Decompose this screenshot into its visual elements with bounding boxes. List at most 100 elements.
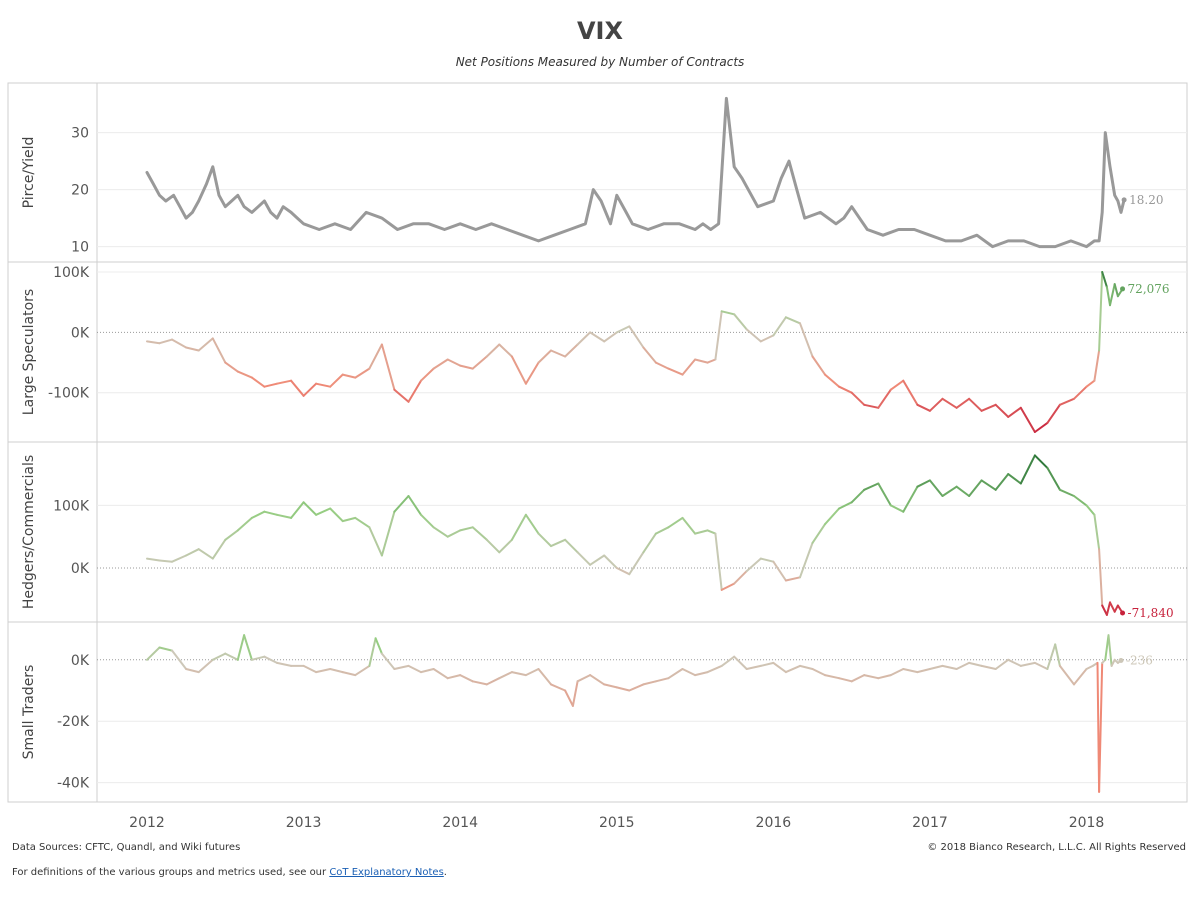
hedgers-series-segment	[407, 495, 422, 516]
small-series-segment	[498, 671, 513, 680]
large-end-point	[1120, 286, 1126, 292]
small-series-segment	[1054, 643, 1061, 667]
hedgers-series-segment	[994, 473, 1010, 491]
large-series-segment	[1093, 349, 1101, 382]
large-series-segment	[197, 337, 214, 352]
small-series-segment	[329, 668, 344, 674]
small-series-segment	[368, 637, 377, 667]
large-series-segment	[524, 361, 540, 385]
small-series-segment	[393, 664, 410, 670]
large-series-segment	[341, 373, 357, 379]
small-series-segment	[720, 655, 736, 667]
definitions-note: For definitions of the various groups an…	[12, 867, 447, 878]
large-series-segment	[889, 379, 905, 391]
large-series-segment	[1101, 271, 1108, 289]
small-series-segment	[197, 658, 214, 674]
large-series-segment	[1007, 406, 1022, 418]
hedgers-series-segment	[863, 482, 880, 491]
hedgers-y-tick-label: 0K	[71, 561, 90, 577]
large-series-segment	[263, 382, 278, 388]
small-series-segment	[524, 668, 540, 677]
large-series-segment	[446, 358, 462, 367]
hedgers-series-segment	[459, 526, 474, 532]
hedgers-series-segment	[850, 488, 866, 504]
price-end-value-label: 18.20	[1129, 193, 1163, 207]
hedgers-series-segment	[824, 507, 841, 526]
chart-title: VIX	[576, 17, 623, 45]
small-series-segment	[1007, 658, 1022, 667]
small-series-segment	[315, 668, 332, 674]
hedgers-series-segment	[968, 479, 983, 497]
large-series-segment	[146, 340, 161, 345]
small-series-segment	[902, 668, 919, 674]
hedgers-end-value-label: -71,840	[1128, 606, 1174, 620]
cot-notes-link[interactable]: CoT Explanatory Notes	[329, 867, 444, 878]
large-series-segment	[615, 325, 631, 334]
small-series-segment	[185, 668, 200, 674]
copyright-note: © 2018 Bianco Research, L.L.C. All Right…	[927, 842, 1186, 853]
hedgers-series-segment	[628, 551, 645, 576]
large-series-segment	[642, 346, 657, 364]
large-series-segment	[498, 343, 513, 358]
hedgers-series-segment	[615, 567, 631, 576]
small-series-segment	[537, 668, 552, 686]
large-series-segment	[537, 349, 552, 364]
definitions-prefix: For definitions of the various groups an…	[12, 867, 330, 878]
hedgers-series-segment	[784, 576, 801, 582]
hedgers-series-segment	[799, 541, 814, 579]
hedgers-series-segment	[510, 513, 527, 541]
small-series-segment	[772, 661, 787, 674]
hedgers-series-segment	[772, 560, 787, 582]
hedgers-series-segment	[1113, 604, 1119, 613]
large-series-segment	[459, 364, 474, 370]
hedgers-series-segment	[171, 554, 188, 563]
small-y-tick-label: -40K	[57, 776, 90, 792]
hedgers-series-segment	[1093, 513, 1101, 551]
large-series-segment	[654, 361, 670, 370]
small-end-point	[1118, 658, 1124, 664]
large-series-segment	[171, 338, 188, 349]
large-series-segment	[485, 343, 501, 358]
price-y-tick-label: 30	[71, 126, 89, 142]
small-series-segment	[171, 649, 188, 670]
large-series-segment	[315, 382, 332, 388]
large-series-segment	[236, 370, 253, 379]
small-series-segment	[432, 668, 449, 680]
hedgers-series-segment	[1101, 604, 1108, 616]
hedgers-series-segment	[1019, 454, 1036, 485]
large-series-segment	[928, 397, 944, 412]
x-tick-label: 2018	[1069, 815, 1105, 831]
x-tick-label: 2013	[286, 815, 322, 831]
hedgers-series-segment	[197, 548, 214, 560]
large-series-segment	[811, 355, 826, 376]
hedgers-series-segment	[733, 570, 748, 585]
small-series-segment	[420, 668, 435, 674]
hedgers-series-segment	[642, 532, 657, 554]
large-y-tick-label: -100K	[48, 386, 90, 402]
large-series-segment	[720, 310, 736, 316]
small-series-segment	[745, 664, 762, 670]
small-series-segment	[243, 634, 253, 661]
hedgers-series-segment	[290, 501, 305, 519]
small-series-segment	[759, 661, 775, 667]
small-series-segment	[877, 674, 892, 680]
large-series-segment	[714, 310, 723, 361]
small-series-segment	[510, 671, 527, 677]
small-series-segment	[694, 671, 709, 677]
hedgers-series-segment	[889, 504, 905, 513]
large-series-segment	[1058, 397, 1075, 406]
small-series-segment	[733, 655, 748, 670]
hedgers-series-segment	[941, 485, 958, 497]
small-series-segment	[928, 664, 944, 670]
hedgers-series-segment	[315, 507, 332, 516]
hedgers-y-tick-label: 100K	[53, 498, 90, 514]
large-y-tick-label: 0K	[71, 325, 90, 341]
small-series-segment	[1019, 661, 1036, 667]
small-series-segment	[654, 677, 670, 683]
large-series-segment	[980, 403, 997, 412]
small-series-segment	[615, 686, 631, 692]
chart-subtitle: Net Positions Measured by Number of Cont…	[455, 55, 745, 69]
large-series-segment	[955, 397, 971, 409]
large-series-segment	[994, 403, 1010, 418]
small-series-segment	[158, 646, 174, 652]
